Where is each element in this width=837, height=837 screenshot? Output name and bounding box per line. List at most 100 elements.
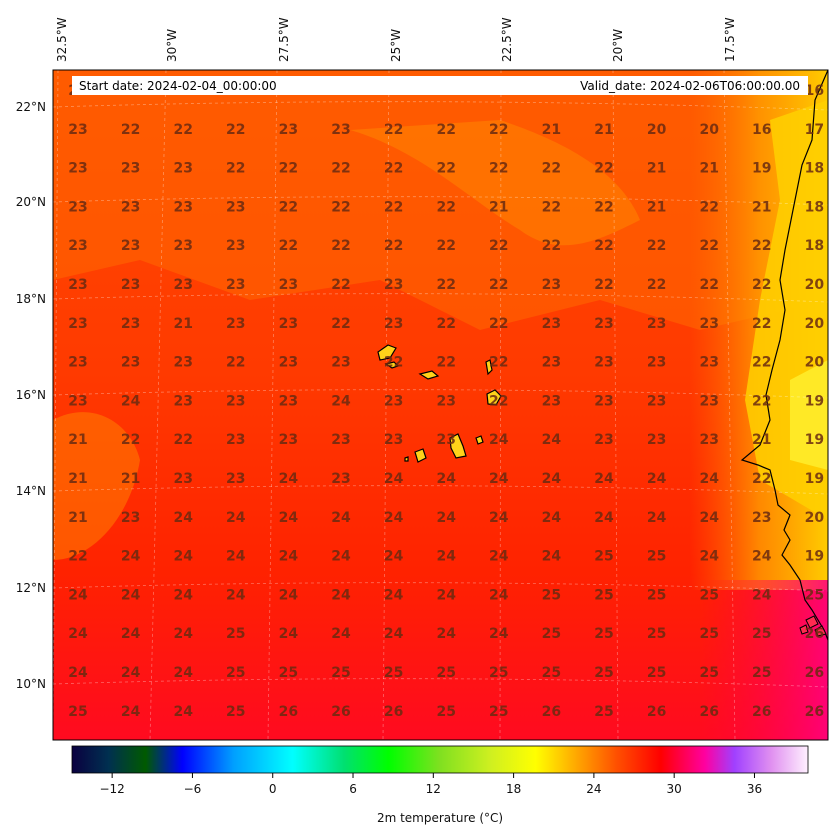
temperature-value: 25 [647, 587, 666, 603]
temperature-value: 24 [331, 626, 351, 642]
temperature-value: 24 [226, 510, 246, 526]
lon-label: 22.5°W [500, 17, 514, 62]
temperature-value: 22 [436, 161, 455, 177]
temperature-value: 23 [331, 355, 350, 371]
temperature-value: 26 [384, 704, 403, 720]
temperature-value: 22 [489, 238, 508, 254]
temperature-value: 24 [436, 626, 456, 642]
temperature-value: 23 [121, 355, 140, 371]
temperature-value: 22 [121, 122, 140, 138]
temperature-value: 22 [279, 199, 298, 215]
temperature-value: 24 [699, 471, 719, 487]
temperature-value: 25 [699, 665, 718, 681]
temperature-value: 26 [647, 704, 666, 720]
temperature-value: 25 [752, 665, 771, 681]
temperature-value: 22 [173, 122, 192, 138]
temperature-value: 23 [542, 316, 561, 332]
temperature-value: 22 [226, 122, 245, 138]
temperature-value: 24 [121, 549, 141, 565]
temperature-value: 25 [699, 587, 718, 603]
temperature-value: 25 [226, 665, 245, 681]
temperature-value: 20 [805, 277, 825, 293]
temperature-value: 23 [226, 277, 245, 293]
temperature-value: 23 [121, 199, 140, 215]
temperature-value: 22 [436, 355, 455, 371]
temperature-value: 17 [805, 122, 824, 138]
colorbar-tick-label: 0 [269, 782, 277, 796]
temperature-value: 22 [68, 549, 87, 565]
temperature-value: 22 [489, 355, 508, 371]
temperature-value: 25 [436, 665, 455, 681]
temperature-value: 23 [173, 355, 192, 371]
temperature-value: 21 [752, 199, 771, 215]
temperature-value: 19 [805, 471, 824, 487]
temperature-value: 23 [226, 199, 245, 215]
temperature-value: 22 [699, 277, 718, 293]
temperature-value: 23 [436, 393, 455, 409]
temperature-value: 18 [805, 161, 824, 177]
temperature-value: 23 [542, 393, 561, 409]
temperature-value: 24 [279, 587, 299, 603]
temperature-value: 23 [173, 238, 192, 254]
colorbar-tick-label: 6 [349, 782, 357, 796]
temperature-value: 21 [594, 122, 613, 138]
colorbar-tick-label: 12 [426, 782, 441, 796]
temperature-value: 24 [121, 704, 141, 720]
temperature-value: 16 [805, 83, 824, 99]
temperature-value: 25 [647, 665, 666, 681]
temperature-field [53, 70, 828, 740]
temperature-value: 24 [331, 549, 351, 565]
temperature-value: 24 [699, 510, 719, 526]
temperature-value: 20 [805, 316, 825, 332]
lon-label: 25°W [389, 29, 403, 62]
temperature-value: 22 [436, 122, 455, 138]
temperature-value: 23 [226, 238, 245, 254]
temperature-value: 24 [384, 549, 404, 565]
temperature-value: 23 [68, 277, 87, 293]
temperature-value: 22 [542, 238, 561, 254]
temperature-value: 24 [226, 587, 246, 603]
temperature-value: 22 [331, 277, 350, 293]
temperature-value: 24 [489, 626, 509, 642]
temperature-value: 22 [594, 199, 613, 215]
temperature-value: 19 [805, 393, 824, 409]
temperature-value: 22 [331, 199, 350, 215]
lat-label: 18°N [16, 292, 46, 306]
temperature-value: 23 [699, 316, 718, 332]
temperature-value: 24 [489, 432, 509, 448]
temperature-value: 23 [279, 316, 298, 332]
temperature-value: 24 [173, 549, 193, 565]
temperature-value: 24 [226, 549, 246, 565]
start-date-label: Start date: 2024-02-04_00:00:00 [79, 79, 277, 93]
temperature-value: 23 [68, 199, 87, 215]
temperature-value: 22 [647, 238, 666, 254]
temperature-value: 25 [226, 626, 245, 642]
temperature-value: 22 [752, 355, 771, 371]
temperature-value: 24 [173, 587, 193, 603]
temperature-value: 22 [752, 393, 771, 409]
temperature-value: 26 [805, 665, 824, 681]
lat-label: 16°N [16, 388, 46, 402]
temperature-value: 22 [384, 355, 403, 371]
temperature-value: 22 [594, 277, 613, 293]
temperature-value: 24 [542, 549, 562, 565]
temperature-value: 21 [699, 161, 718, 177]
temperature-value: 22 [752, 316, 771, 332]
temperature-value: 25 [647, 549, 666, 565]
temperature-value: 21 [68, 510, 87, 526]
temperature-value: 18 [805, 238, 824, 254]
temperature-value: 22 [489, 316, 508, 332]
temperature-value: 22 [436, 316, 455, 332]
temperature-value: 25 [542, 665, 561, 681]
temperature-value: 25 [384, 665, 403, 681]
temperature-value: 18 [805, 199, 824, 215]
temperature-value: 21 [647, 199, 666, 215]
graticule [53, 70, 828, 740]
temperature-value: 22 [489, 122, 508, 138]
temperature-value: 24 [331, 393, 351, 409]
plot-frame [52, 69, 829, 741]
temperature-value: 22 [226, 355, 245, 371]
temperature-value: 23 [384, 316, 403, 332]
temperature-value: 23 [173, 199, 192, 215]
temperature-value: 24 [331, 510, 351, 526]
